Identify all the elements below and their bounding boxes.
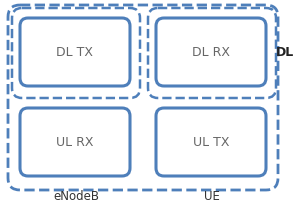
FancyBboxPatch shape — [156, 18, 266, 86]
Text: DL TX: DL TX — [57, 46, 94, 59]
Text: UL TX: UL TX — [193, 135, 229, 148]
Text: DL RX: DL RX — [192, 46, 230, 59]
FancyBboxPatch shape — [156, 108, 266, 176]
Text: DL: DL — [276, 46, 294, 60]
Text: UL RX: UL RX — [56, 135, 94, 148]
FancyBboxPatch shape — [20, 108, 130, 176]
Text: UE: UE — [204, 190, 220, 202]
FancyBboxPatch shape — [20, 18, 130, 86]
Text: eNodeB: eNodeB — [53, 190, 99, 202]
